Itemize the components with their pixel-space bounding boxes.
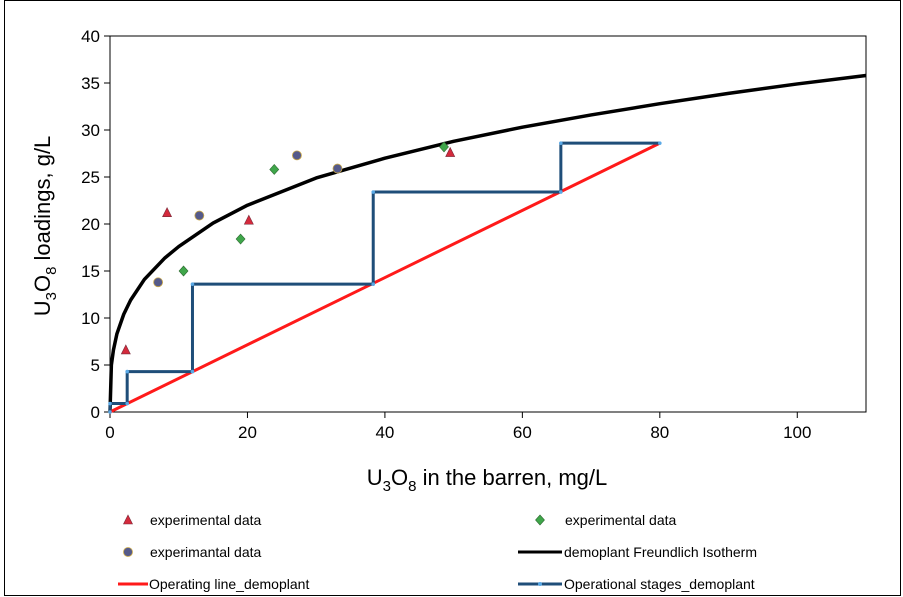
stage-point (559, 190, 563, 194)
stage-point (371, 282, 376, 286)
stage-point (190, 369, 195, 374)
stage-point (658, 141, 662, 145)
legend-item: experimental data (123, 512, 262, 528)
data-point (120, 344, 131, 355)
data-point (162, 207, 173, 218)
x-axis-title: U3O8 in the barren, mg/L (367, 465, 607, 495)
data-point (235, 233, 246, 245)
data-point (194, 210, 205, 221)
y-tick-label: 25 (81, 168, 100, 187)
y-tick-label: 0 (91, 403, 100, 422)
y-tick-label: 35 (81, 74, 100, 93)
stage-point (125, 369, 129, 374)
data-point (332, 163, 343, 174)
series-layer (108, 73, 867, 414)
operating-line (109, 141, 661, 414)
stage-point (371, 190, 376, 194)
data-point (292, 150, 302, 161)
legend-label: experimantal data (150, 544, 262, 560)
x-tick-label: 0 (105, 423, 114, 442)
stage-point (108, 401, 112, 406)
data-point (243, 214, 254, 225)
stage-point (190, 282, 195, 286)
legend-item: Operating line_demoplant (118, 576, 309, 592)
legend: experimental data experimental data experi… (118, 512, 757, 592)
legend-label: experimental data (150, 512, 262, 528)
data-point (439, 141, 449, 153)
x-tick-label: 100 (783, 423, 811, 442)
data-point (269, 164, 280, 175)
y-tick-label: 15 (81, 262, 100, 281)
x-tick-label: 60 (513, 423, 532, 442)
series-0 (120, 146, 456, 355)
series-1 (178, 141, 449, 277)
x-tick-label: 80 (650, 423, 669, 442)
series-5 (108, 141, 662, 414)
stage-point (108, 410, 112, 414)
legend-swatch (535, 514, 545, 526)
data-point (153, 277, 164, 288)
y-axis-title: U3O8 loadings, g/L (30, 136, 60, 317)
x-tick-label: 40 (375, 423, 394, 442)
legend-label: Operating line_demoplant (149, 576, 309, 592)
x-axis: 0 20 40 60 80 100 (105, 412, 811, 442)
y-tick-label: 5 (91, 356, 100, 375)
legend-swatch (123, 514, 133, 525)
chart-frame (4, 0, 901, 596)
data-point (178, 265, 189, 277)
legend-label: Operational stages_demoplant (564, 576, 755, 592)
legend-label: experimental data (565, 512, 677, 528)
series-4 (109, 141, 661, 414)
stage-point (125, 401, 129, 406)
series-3 (108, 73, 867, 413)
legend-label: demoplant Freundlich Isotherm (564, 544, 757, 560)
y-axis: 0 5 10 15 20 25 30 35 40 (81, 27, 110, 422)
legend-item: Operational stages_demoplant (518, 576, 755, 592)
legend-swatch-dot (538, 582, 542, 586)
legend-item: demoplant Freundlich Isotherm (518, 544, 757, 560)
y-tick-label: 10 (81, 309, 100, 328)
y-tick-label: 30 (81, 121, 100, 140)
legend-swatch (123, 547, 133, 557)
legend-item: experimantal data (123, 544, 262, 560)
y-tick-label: 20 (81, 215, 100, 234)
data-point (445, 146, 456, 157)
legend-item: experimental data (535, 512, 677, 528)
y-tick-label: 40 (81, 27, 100, 46)
series-2 (153, 150, 343, 288)
stage-point (559, 141, 563, 145)
x-tick-label: 20 (238, 423, 257, 442)
freundlich-isotherm-curve (108, 73, 867, 413)
